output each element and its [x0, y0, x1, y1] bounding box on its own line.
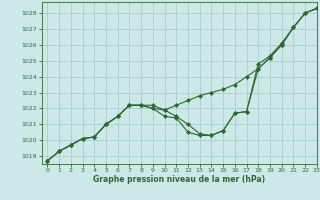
X-axis label: Graphe pression niveau de la mer (hPa): Graphe pression niveau de la mer (hPa) [93, 175, 265, 184]
